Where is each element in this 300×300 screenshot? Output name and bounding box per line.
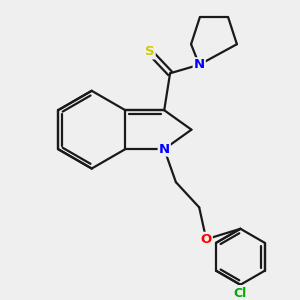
Text: N: N xyxy=(159,142,170,156)
Text: N: N xyxy=(194,58,205,71)
Text: S: S xyxy=(145,45,155,58)
Text: Cl: Cl xyxy=(234,287,247,300)
Text: O: O xyxy=(201,233,212,246)
